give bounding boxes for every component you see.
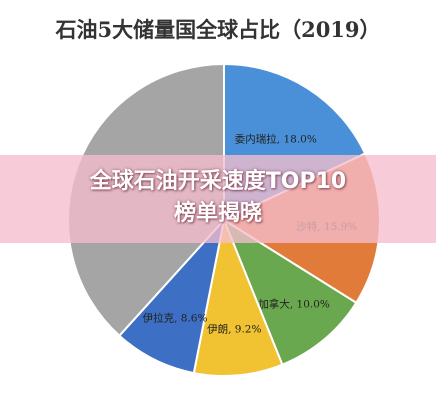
overlay-banner-line1: 全球石油开采速度TOP10: [89, 169, 347, 194]
overlay-banner-text: 全球石油开采速度TOP10 榜单揭晓: [0, 166, 436, 230]
pie-slice-label-0: 委内瑞拉, 18.0%: [235, 132, 317, 145]
chart-title: 石油5大储量国全球占比（2019）: [55, 17, 381, 42]
overlay-banner-line2: 榜单揭晓: [173, 201, 262, 226]
pie-slice-label-2: 加拿大, 10.0%: [258, 298, 330, 311]
pie-slice-3: [192, 216, 284, 377]
pie-slice-label-3: 伊朗, 9.2%: [207, 324, 261, 336]
pie-slice-2: [221, 217, 358, 366]
pie-slice-label-4: 伊拉克, 8.6%: [143, 312, 208, 325]
pie-slice-4: [117, 216, 226, 375]
overlay-banner: [0, 155, 436, 243]
